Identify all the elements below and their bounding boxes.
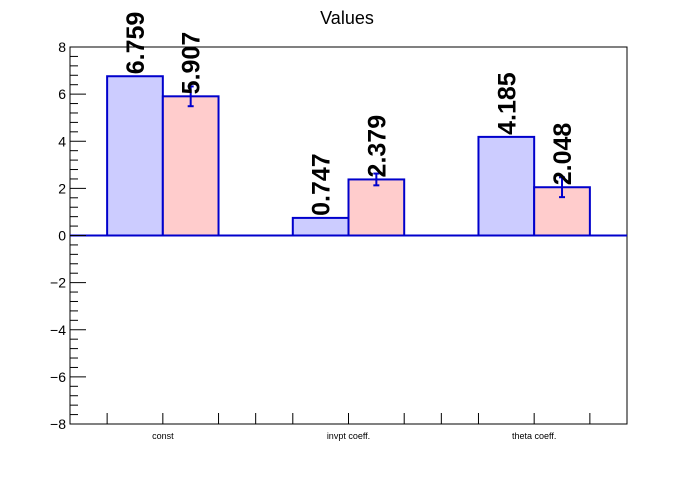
bar-series1-const [106, 75, 164, 237]
y-tick-label: −2 [50, 275, 66, 291]
data-labels-layer: 6.759 0.747 4.185 5.907 2.379 2.048 [122, 12, 577, 216]
y-tick-label: 0 [58, 228, 66, 244]
y-tick-label: −6 [50, 369, 66, 385]
bars-layer [106, 75, 591, 237]
x-category-label: theta coeff. [512, 431, 556, 441]
data-label: 4.185 [493, 72, 521, 135]
bar-series2-invpt-coeff- [347, 178, 406, 237]
y-tick-label: 4 [58, 133, 66, 149]
data-label: 6.759 [122, 12, 150, 75]
data-label: 5.907 [178, 32, 206, 95]
axes-layer: −8 −6 −4 −2 0 2 4 6 8 const invpt coeff. theta coef… [50, 39, 627, 441]
bar-series1-invpt-coeff- [291, 216, 350, 237]
data-label: 2.048 [549, 123, 577, 186]
x-category-label: const [152, 431, 174, 441]
data-label: 0.747 [308, 153, 336, 216]
bar-series1-theta-coeff- [477, 135, 536, 237]
y-tick-label: 2 [58, 180, 66, 196]
x-category-label: invpt coeff. [327, 431, 370, 441]
chart-title: Values [320, 8, 374, 28]
y-tick-label: −4 [50, 322, 66, 338]
data-label: 2.379 [363, 115, 391, 178]
y-tick-label: 6 [58, 86, 66, 102]
y-tick-label: −8 [50, 416, 66, 432]
bar-series2-const [161, 95, 220, 237]
y-tick-label: 8 [58, 39, 66, 55]
